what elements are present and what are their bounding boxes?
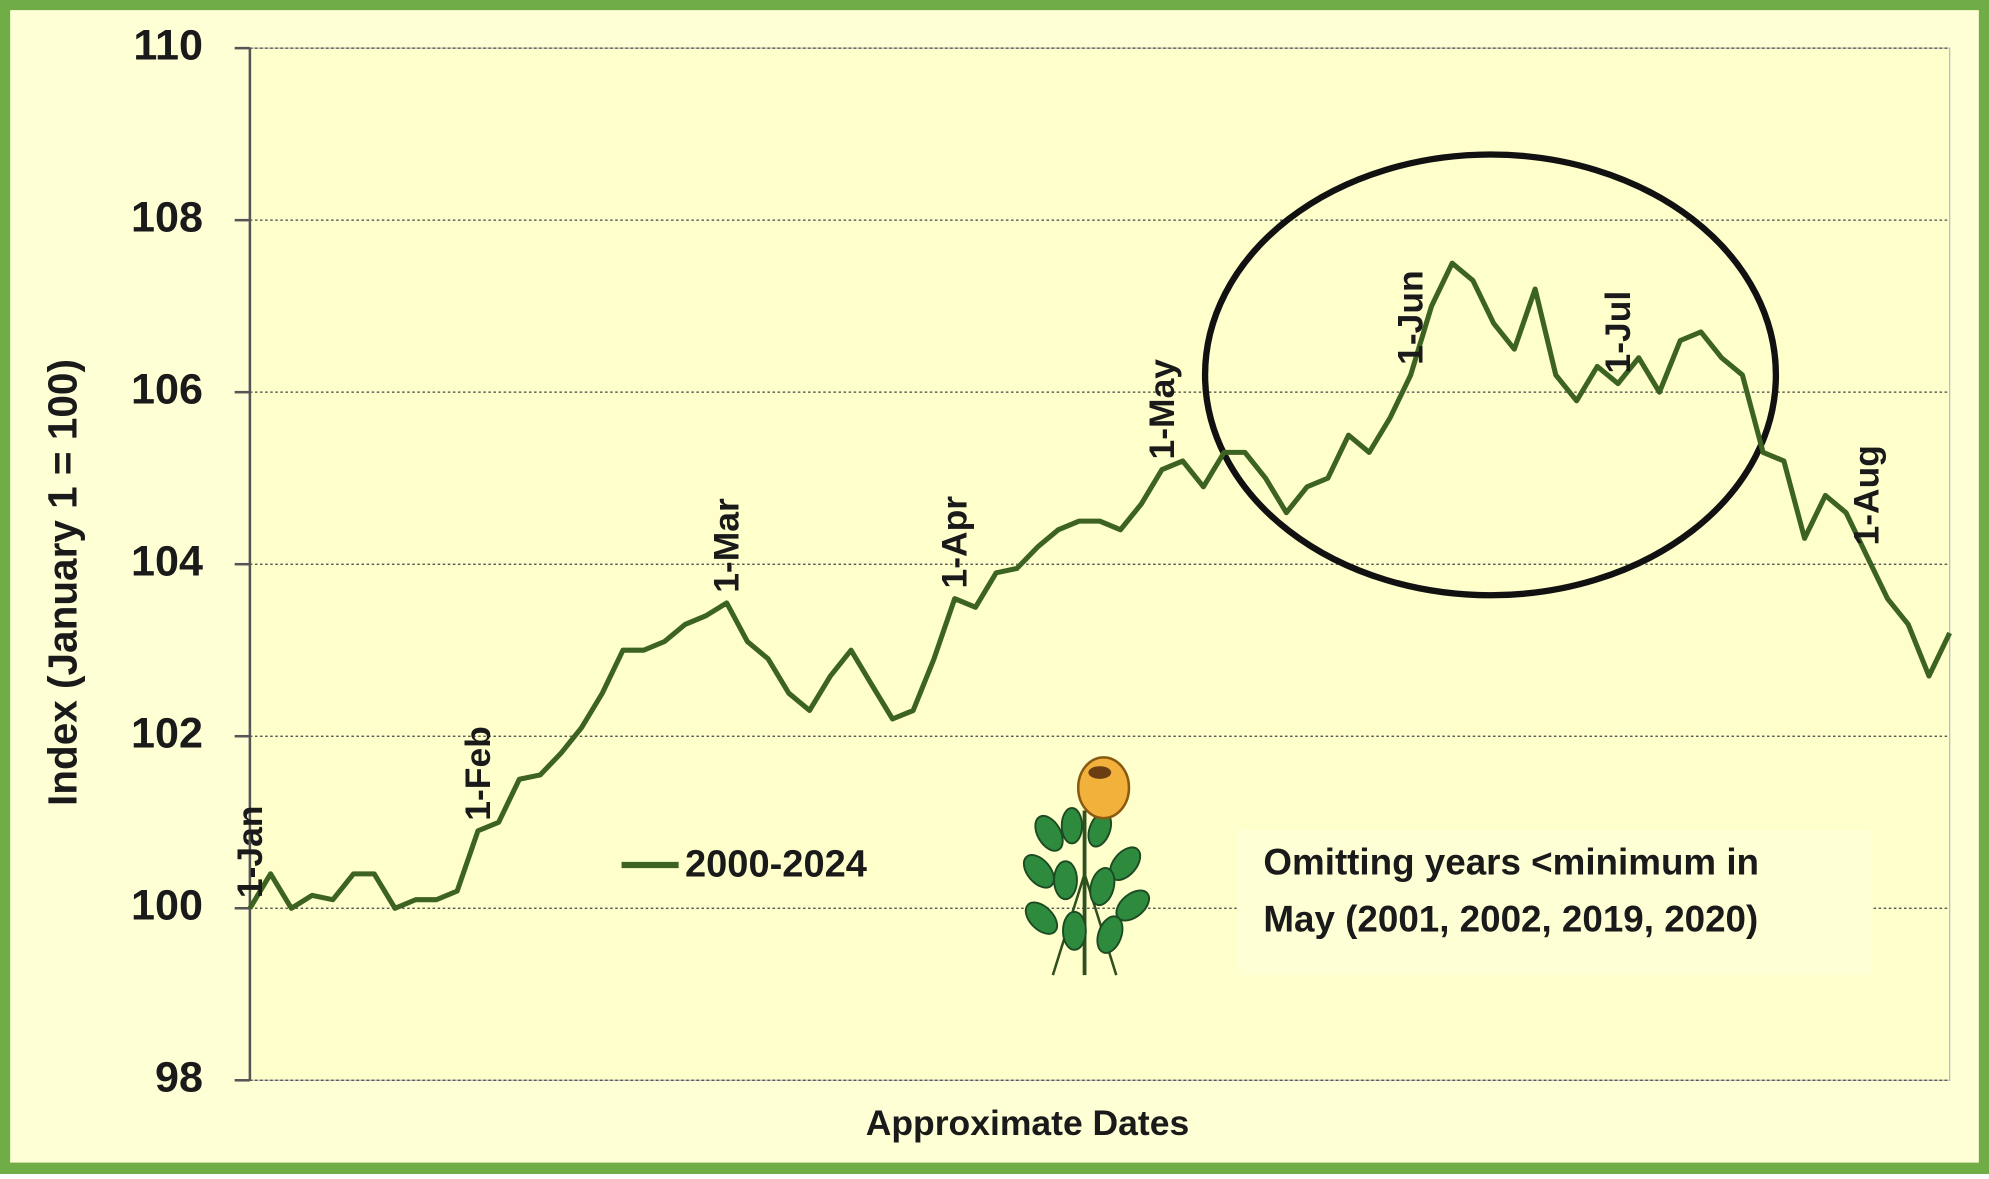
- annotation: May (2001, 2002, 2019, 2020): [1263, 899, 1758, 940]
- y-axis-label: Index (January 1 = 100): [40, 359, 86, 806]
- y-tick-label: 100: [131, 882, 203, 930]
- y-tick-label: 104: [131, 538, 203, 586]
- soybean-icon: [1022, 756, 1151, 976]
- y-tick-label: 110: [133, 22, 203, 70]
- x-tick-label: 1-Jan: [230, 806, 270, 899]
- x-tick-label: 1-Mar: [707, 498, 747, 593]
- data-line: [247, 260, 1952, 911]
- y-tick-label: 98: [155, 1054, 203, 1102]
- y-tick-label: 102: [131, 710, 203, 758]
- x-tick-label: 1-Feb: [458, 726, 498, 821]
- grid: [249, 47, 1950, 1081]
- x-tick-label: 1-Aug: [1847, 445, 1887, 545]
- legend-label: 2000-2024: [685, 843, 867, 885]
- y-tick-label: 108: [131, 194, 203, 242]
- x-tick-label: 1-Jun: [1391, 270, 1431, 365]
- annotation: Omitting years <minimum in: [1263, 842, 1759, 883]
- annotation-box: [1236, 829, 1872, 976]
- x-axis-label: Approximate Dates: [866, 1103, 1190, 1143]
- y-tick-label: 106: [131, 366, 203, 414]
- highlight-ellipse: [1201, 151, 1780, 599]
- x-tick-label: 1-May: [1142, 359, 1182, 460]
- x-tick-label: 1-Apr: [935, 496, 975, 589]
- x-tick-label: 1-Jul: [1598, 291, 1638, 374]
